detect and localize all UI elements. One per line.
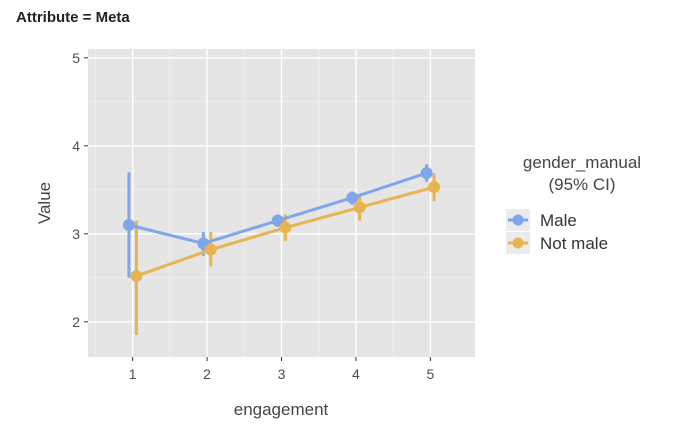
data-point-not-male bbox=[353, 201, 366, 214]
facet-title: Attribute = Meta bbox=[16, 9, 130, 26]
y-tick-label: 4 bbox=[72, 138, 80, 154]
legend-key-point bbox=[512, 237, 524, 249]
legend-label-not-male: Not male bbox=[540, 234, 608, 253]
y-tick-label: 2 bbox=[72, 314, 80, 330]
data-point-male bbox=[346, 191, 359, 204]
data-point-male bbox=[271, 214, 284, 227]
legend: gender_manual (95% CI) Male Not male bbox=[506, 153, 641, 254]
x-tick-label: 5 bbox=[426, 366, 434, 382]
y-tick-label: 3 bbox=[72, 226, 80, 242]
legend-title-line-2: (95% CI) bbox=[548, 175, 615, 194]
legend-label-male: Male bbox=[540, 211, 577, 230]
data-point-not-male bbox=[130, 270, 143, 283]
grid bbox=[88, 49, 475, 357]
x-tick-label: 2 bbox=[203, 366, 211, 382]
y-axis-label: Value bbox=[35, 182, 54, 224]
legend-item-male: Male bbox=[506, 209, 577, 231]
data-point-male bbox=[122, 219, 135, 231]
x-axis-label: engagement bbox=[234, 400, 329, 419]
legend-item-not-male: Not male bbox=[506, 232, 608, 254]
x-tick-label: 1 bbox=[129, 366, 137, 382]
data-point-not-male bbox=[204, 243, 217, 256]
data-point-not-male bbox=[428, 181, 441, 194]
data-point-male bbox=[420, 167, 433, 180]
series-points bbox=[122, 167, 441, 283]
x-tick-label: 3 bbox=[278, 366, 286, 382]
y-axis: 2 3 4 5 bbox=[72, 50, 88, 330]
legend-key-point bbox=[512, 214, 524, 226]
y-tick-label: 5 bbox=[72, 50, 80, 66]
data-point-not-male bbox=[279, 221, 292, 234]
x-tick-label: 4 bbox=[352, 366, 360, 382]
legend-title-line-1: gender_manual bbox=[523, 153, 641, 172]
x-axis: 1 2 3 4 5 bbox=[129, 357, 434, 382]
